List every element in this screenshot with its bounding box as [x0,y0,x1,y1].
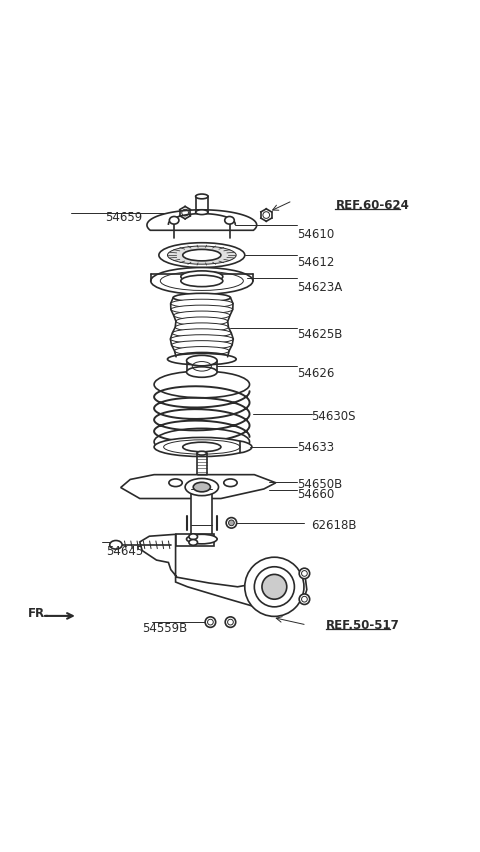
Ellipse shape [225,217,234,225]
Text: 54630S: 54630S [312,409,356,422]
Ellipse shape [262,575,287,600]
Polygon shape [240,441,252,453]
Ellipse shape [224,480,237,487]
Ellipse shape [183,443,221,452]
Ellipse shape [187,535,217,544]
Text: 62618B: 62618B [312,519,357,532]
Bar [192,485,212,539]
Ellipse shape [151,268,253,295]
Ellipse shape [197,452,206,456]
Ellipse shape [205,617,216,628]
Text: 54626: 54626 [297,366,335,379]
Ellipse shape [169,217,179,225]
Ellipse shape [159,244,245,268]
Ellipse shape [181,272,223,283]
Text: 54659: 54659 [105,210,142,224]
Ellipse shape [254,567,294,607]
Text: 54623A: 54623A [297,280,343,293]
Ellipse shape [168,354,236,366]
Ellipse shape [170,336,233,344]
Ellipse shape [175,347,229,356]
Ellipse shape [299,594,310,605]
Ellipse shape [110,541,122,550]
Ellipse shape [174,312,230,320]
Text: 54625B: 54625B [297,328,343,341]
Ellipse shape [196,195,208,199]
Ellipse shape [181,276,223,287]
Text: 54559B: 54559B [142,621,187,634]
Ellipse shape [299,568,310,579]
Ellipse shape [176,353,228,361]
Text: 54633: 54633 [297,441,335,454]
Text: 54645: 54645 [107,544,144,557]
Text: 54612: 54612 [297,256,335,269]
Ellipse shape [176,318,228,326]
Ellipse shape [183,250,221,262]
Polygon shape [120,475,276,499]
Ellipse shape [225,617,236,628]
Ellipse shape [172,330,231,338]
Ellipse shape [189,540,198,545]
Ellipse shape [173,294,230,302]
Polygon shape [176,535,214,546]
Ellipse shape [171,306,233,314]
Text: FR.: FR. [28,607,49,619]
Ellipse shape [169,480,182,487]
Polygon shape [140,535,307,606]
Ellipse shape [168,247,236,265]
Text: 54650B: 54650B [297,478,343,491]
Ellipse shape [193,483,210,492]
Text: REF.50-517: REF.50-517 [326,619,400,631]
Ellipse shape [170,300,233,308]
Ellipse shape [154,371,250,399]
Polygon shape [147,210,257,231]
Ellipse shape [189,534,198,540]
Ellipse shape [245,557,304,617]
Text: REF.60-624: REF.60-624 [336,199,409,212]
Ellipse shape [187,367,217,377]
Ellipse shape [171,342,232,350]
Text: 54660: 54660 [297,487,335,500]
Ellipse shape [196,210,208,216]
Ellipse shape [154,429,250,456]
Ellipse shape [175,324,228,332]
Ellipse shape [187,356,217,366]
Text: 54610: 54610 [297,227,335,240]
Ellipse shape [154,438,250,457]
Ellipse shape [228,521,234,526]
Ellipse shape [226,518,237,528]
Ellipse shape [185,479,218,496]
